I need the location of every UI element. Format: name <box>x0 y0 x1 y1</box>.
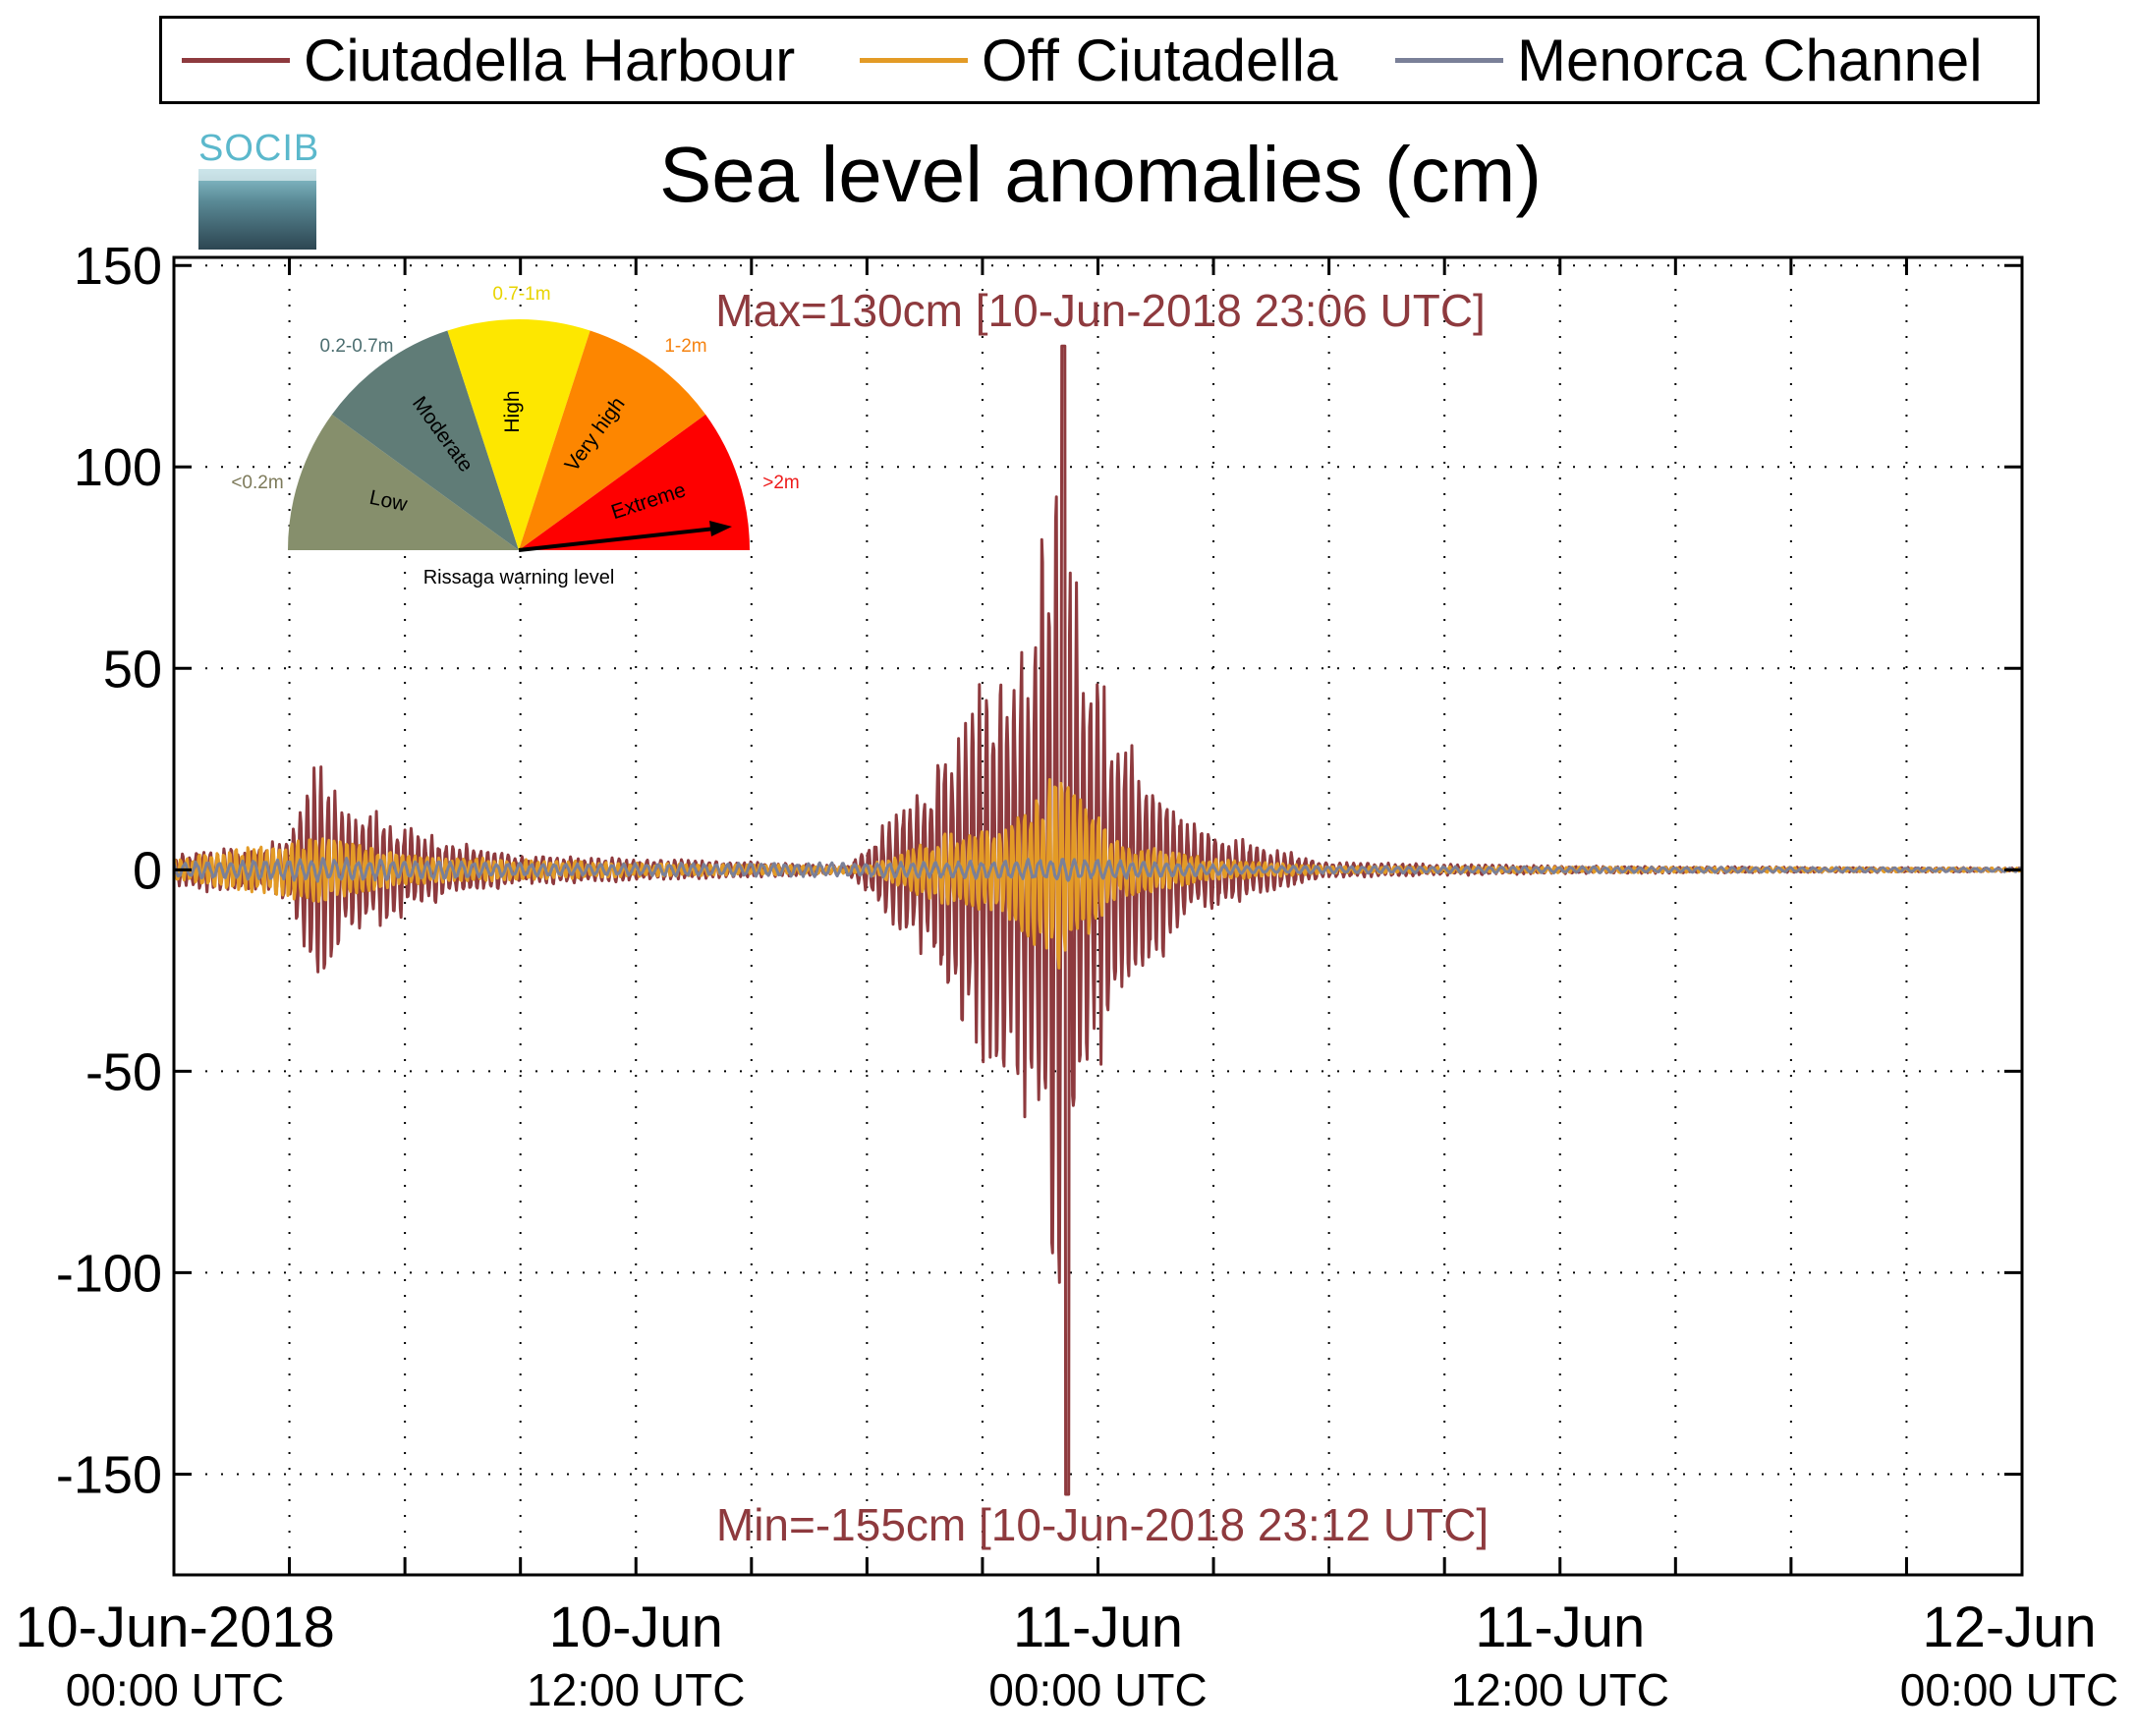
max-annotation: Max=130cm [10-Jun-2018 23:06 UTC] <box>715 285 1486 336</box>
y-tick-label: 0 <box>133 841 162 900</box>
socib-logo-wave <box>198 169 316 181</box>
gauge-range-label-very-high: 1-2m <box>664 336 706 357</box>
x-tick-label-time: 00:00 UTC <box>988 1664 1207 1715</box>
legend-item-off-ciutadella: Off Ciutadella <box>860 19 1337 101</box>
socib-logo-block <box>198 169 316 250</box>
min-annotation: Min=-155cm [10-Jun-2018 23:12 UTC] <box>716 1499 1489 1550</box>
gauge-range-label-moderate: 0.2-0.7m <box>320 336 394 357</box>
y-tick-label: 50 <box>103 640 162 699</box>
gauge-sector-moderate <box>331 330 519 550</box>
y-tick-labels: 150 100 50 0 -50 -100 -150 <box>56 237 162 1504</box>
legend-swatch-ciutadella-harbour <box>182 57 290 63</box>
series-line-menorca-channel <box>172 857 2023 883</box>
legend-label-ciutadella-harbour: Ciutadella Harbour <box>304 27 796 93</box>
y-tick-label: -50 <box>85 1042 162 1101</box>
y-tick-label: 150 <box>74 237 162 296</box>
chart-title: Sea level anomalies (cm) <box>658 131 1543 218</box>
socib-logo: SOCIB <box>198 128 320 250</box>
series-line-off-ciutadella <box>172 778 2024 970</box>
legend-item-menorca-channel: Menorca Channel <box>1395 19 1983 101</box>
x-tick-label-time: 00:00 UTC <box>1900 1664 2118 1715</box>
y-tick-label: 100 <box>74 438 162 497</box>
gauge-pointer <box>518 527 716 552</box>
x-tick-label-date: 11-Jun <box>1013 1596 1183 1659</box>
gauge-pointer-head <box>709 521 732 536</box>
x-tick-label-time: 12:00 UTC <box>527 1664 745 1715</box>
x-tick-label-date: 11-Jun <box>1475 1596 1645 1659</box>
x-tick-label-date: 10-Jun <box>549 1596 723 1659</box>
x-tick-label-time: 12:00 UTC <box>1451 1664 1669 1715</box>
socib-logo-text: SOCIB <box>198 128 320 169</box>
gauge-sector-very-high <box>519 330 706 550</box>
legend-swatch-off-ciutadella <box>860 57 968 63</box>
data-series <box>172 344 2024 1496</box>
gauge-range-label-low: <0.2m <box>231 473 283 493</box>
tick-marks <box>174 257 2022 1575</box>
gauge-sector-high <box>447 319 590 550</box>
legend-label-off-ciutadella: Off Ciutadella <box>982 27 1338 93</box>
legend-label-menorca-channel: Menorca Channel <box>1517 27 1983 93</box>
x-tick-label-date: 12-Jun <box>1922 1596 2096 1659</box>
gauge-caption: Rissaga warning level <box>423 567 615 588</box>
legend: Ciutadella Harbour Off Ciutadella Menorc… <box>159 16 2040 104</box>
gauge-sector-extreme <box>519 414 750 550</box>
legend-item-ciutadella-harbour: Ciutadella Harbour <box>182 19 795 101</box>
y-tick-label: -100 <box>56 1244 162 1303</box>
x-tick-label-date: 10-Jun-2018 <box>15 1596 335 1659</box>
gauge-range-label-extreme: >2m <box>762 473 800 493</box>
x-tick-label-time: 00:00 UTC <box>66 1664 284 1715</box>
y-tick-label: -150 <box>56 1445 162 1504</box>
gauge-sector-low <box>288 414 519 550</box>
gauge-sector-label-high: High <box>501 390 524 432</box>
gauge-range-label-high: 0.7-1m <box>492 284 550 305</box>
legend-swatch-menorca-channel <box>1395 57 1503 63</box>
